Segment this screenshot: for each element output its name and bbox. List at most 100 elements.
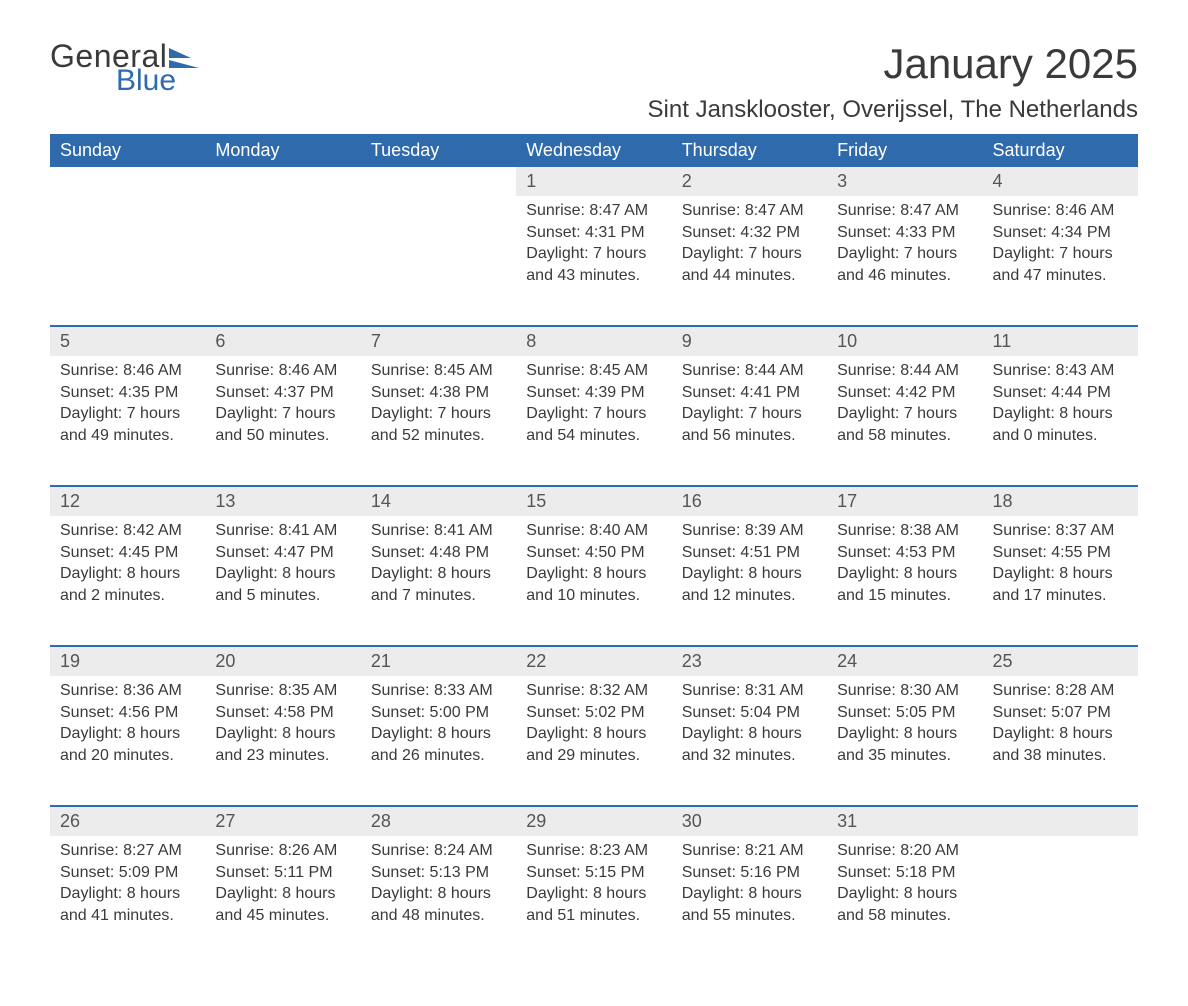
day-number-cell: 19	[50, 646, 205, 676]
day-content-row: Sunrise: 8:36 AMSunset: 4:56 PMDaylight:…	[50, 676, 1138, 806]
daylight-line-2: and 0 minutes.	[993, 425, 1128, 447]
weekday-header: Tuesday	[361, 134, 516, 167]
sunset-line: Sunset: 4:31 PM	[526, 222, 661, 244]
daylight-line-2: and 47 minutes.	[993, 265, 1128, 287]
sunset-line: Sunset: 4:41 PM	[682, 382, 817, 404]
day-number-cell: 22	[516, 646, 671, 676]
daylight-line-2: and 12 minutes.	[682, 585, 817, 607]
day-content-cell: Sunrise: 8:27 AMSunset: 5:09 PMDaylight:…	[50, 836, 205, 966]
daylight-line-1: Daylight: 8 hours	[837, 563, 972, 585]
sunset-line: Sunset: 4:34 PM	[993, 222, 1128, 244]
day-number-cell: 4	[983, 167, 1138, 196]
day-content-cell: Sunrise: 8:46 AMSunset: 4:35 PMDaylight:…	[50, 356, 205, 486]
day-content-cell: Sunrise: 8:41 AMSunset: 4:48 PMDaylight:…	[361, 516, 516, 646]
sunset-line: Sunset: 4:47 PM	[215, 542, 350, 564]
day-number-cell: 18	[983, 486, 1138, 516]
sunrise-line: Sunrise: 8:33 AM	[371, 680, 506, 702]
month-title: January 2025	[648, 40, 1138, 88]
daylight-line-1: Daylight: 8 hours	[215, 723, 350, 745]
sunrise-line: Sunrise: 8:45 AM	[371, 360, 506, 382]
sunset-line: Sunset: 5:02 PM	[526, 702, 661, 724]
sunrise-line: Sunrise: 8:30 AM	[837, 680, 972, 702]
day-content-cell: Sunrise: 8:33 AMSunset: 5:00 PMDaylight:…	[361, 676, 516, 806]
daylight-line-1: Daylight: 8 hours	[371, 883, 506, 905]
day-content-cell: Sunrise: 8:44 AMSunset: 4:41 PMDaylight:…	[672, 356, 827, 486]
day-number-cell: 3	[827, 167, 982, 196]
daylight-line-2: and 32 minutes.	[682, 745, 817, 767]
daylight-line-1: Daylight: 8 hours	[526, 883, 661, 905]
sunrise-line: Sunrise: 8:27 AM	[60, 840, 195, 862]
sunset-line: Sunset: 4:39 PM	[526, 382, 661, 404]
day-content-cell: Sunrise: 8:45 AMSunset: 4:39 PMDaylight:…	[516, 356, 671, 486]
day-number-cell: 21	[361, 646, 516, 676]
daylight-line-2: and 15 minutes.	[837, 585, 972, 607]
daylight-line-1: Daylight: 8 hours	[993, 563, 1128, 585]
day-number-cell: 10	[827, 326, 982, 356]
sunrise-line: Sunrise: 8:37 AM	[993, 520, 1128, 542]
daylight-line-2: and 10 minutes.	[526, 585, 661, 607]
day-number-cell: 20	[205, 646, 360, 676]
day-content-cell	[361, 196, 516, 326]
daylight-line-1: Daylight: 7 hours	[837, 403, 972, 425]
day-number-cell: 1	[516, 167, 671, 196]
header: General Blue January 2025 Sint Janskloos…	[50, 40, 1138, 124]
day-number-row: 1234	[50, 167, 1138, 196]
day-content-row: Sunrise: 8:47 AM Sunset: 4:31 PM Daylight:…	[50, 196, 1138, 326]
sunset-line: Sunset: 4:58 PM	[215, 702, 350, 724]
weekday-header: Wednesday	[516, 134, 671, 167]
day-content-cell: Sunrise: 8:41 AMSunset: 4:47 PMDaylight:…	[205, 516, 360, 646]
day-content-cell: Sunrise: 8:30 AMSunset: 5:05 PMDaylight:…	[827, 676, 982, 806]
daylight-line-2: and 45 minutes.	[215, 905, 350, 927]
day-content-cell: Sunrise: 8:44 AMSunset: 4:42 PMDaylight:…	[827, 356, 982, 486]
day-content-cell: Sunrise: 8:47 AMSunset: 4:33 PMDaylight:…	[827, 196, 982, 326]
daylight-line-2: and 2 minutes.	[60, 585, 195, 607]
day-content-cell: Sunrise: 8:21 AMSunset: 5:16 PMDaylight:…	[672, 836, 827, 966]
sunset-line: Sunset: 4:56 PM	[60, 702, 195, 724]
daylight-line-1: Daylight: 8 hours	[371, 563, 506, 585]
day-number-cell: 26	[50, 806, 205, 836]
sunset-line: Sunset: 5:09 PM	[60, 862, 195, 884]
day-content-cell: Sunrise: 8:28 AMSunset: 5:07 PMDaylight:…	[983, 676, 1138, 806]
daylight-line-2: and 49 minutes.	[60, 425, 195, 447]
sunset-line: Sunset: 5:07 PM	[993, 702, 1128, 724]
day-content-row: Sunrise: 8:46 AMSunset: 4:35 PMDaylight:…	[50, 356, 1138, 486]
sunrise-line: Sunrise: 8:42 AM	[60, 520, 195, 542]
sunrise-line: Sunrise: 8:47 AM	[837, 200, 972, 222]
day-number-cell: 23	[672, 646, 827, 676]
daylight-line-1: Daylight: 8 hours	[837, 883, 972, 905]
day-number-cell: 31	[827, 806, 982, 836]
sunset-line: Sunset: 4:33 PM	[837, 222, 972, 244]
sunset-line: Sunset: 4:53 PM	[837, 542, 972, 564]
daylight-line-1: Daylight: 8 hours	[371, 723, 506, 745]
sunset-line: Sunset: 4:32 PM	[682, 222, 817, 244]
day-number-cell	[361, 167, 516, 196]
daylight-line-1: Daylight: 8 hours	[682, 563, 817, 585]
sunset-line: Sunset: 4:48 PM	[371, 542, 506, 564]
sunrise-line: Sunrise: 8:24 AM	[371, 840, 506, 862]
sunrise-line: Sunrise: 8:21 AM	[682, 840, 817, 862]
day-number-cell	[983, 806, 1138, 836]
day-number-cell: 11	[983, 326, 1138, 356]
sunset-line: Sunset: 4:42 PM	[837, 382, 972, 404]
daylight-line-1: Daylight: 7 hours	[371, 403, 506, 425]
day-number-row: 567891011	[50, 326, 1138, 356]
sunrise-line: Sunrise: 8:28 AM	[993, 680, 1128, 702]
daylight-line-2: and 26 minutes.	[371, 745, 506, 767]
daylight-line-2: and 58 minutes.	[837, 905, 972, 927]
daylight-line-1: Daylight: 7 hours	[60, 403, 195, 425]
sunrise-line: Sunrise: 8:32 AM	[526, 680, 661, 702]
day-content-cell: Sunrise: 8:32 AMSunset: 5:02 PMDaylight:…	[516, 676, 671, 806]
sunrise-line: Sunrise: 8:45 AM	[526, 360, 661, 382]
daylight-line-1: Daylight: 8 hours	[215, 563, 350, 585]
sunset-line: Sunset: 4:51 PM	[682, 542, 817, 564]
day-number-cell: 30	[672, 806, 827, 836]
daylight-line-2: and 38 minutes.	[993, 745, 1128, 767]
daylight-line-1: Daylight: 7 hours	[682, 403, 817, 425]
sunrise-line: Sunrise: 8:41 AM	[215, 520, 350, 542]
daylight-line-1: Daylight: 8 hours	[60, 883, 195, 905]
day-content-cell: Sunrise: 8:46 AMSunset: 4:37 PMDaylight:…	[205, 356, 360, 486]
day-content-cell: Sunrise: 8:47 AMSunset: 4:31 PMDaylight:…	[516, 196, 671, 326]
day-content-row: Sunrise: 8:27 AMSunset: 5:09 PMDaylight:…	[50, 836, 1138, 966]
day-number-cell: 5	[50, 326, 205, 356]
daylight-line-1: Daylight: 7 hours	[682, 243, 817, 265]
